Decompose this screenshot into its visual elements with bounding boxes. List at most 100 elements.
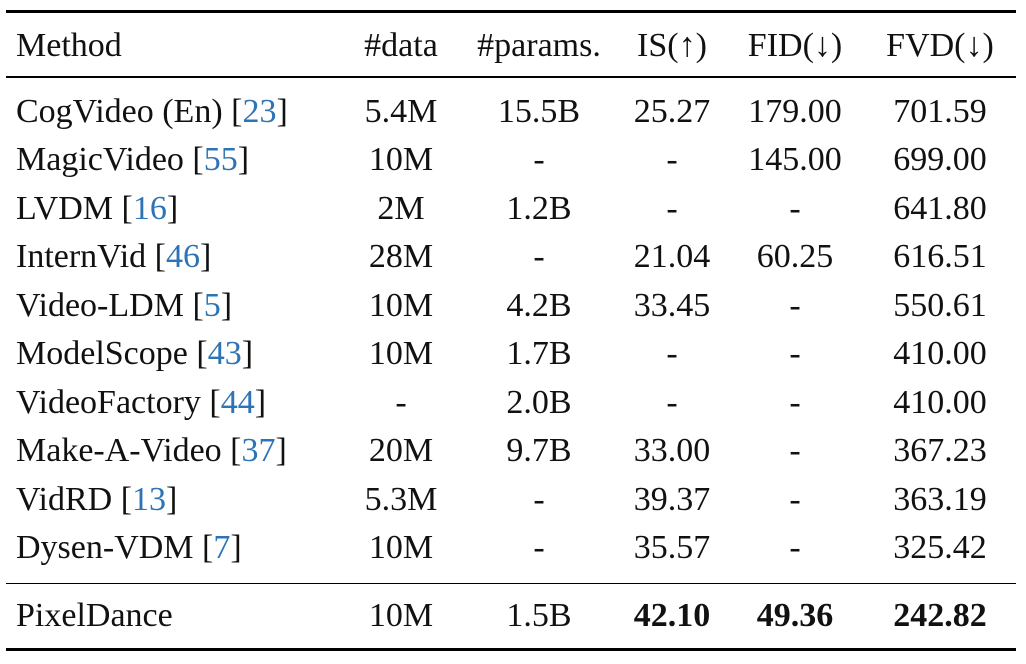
fvd-cell: 699.00: [893, 141, 987, 179]
data-cell: 10M: [368, 141, 434, 179]
fvd-cell: 410.00: [893, 383, 987, 421]
table-row: VideoFactory [44] - 2.0B - - 410.00: [6, 379, 1016, 428]
params-cell: 2.0B: [506, 383, 572, 421]
method-name: LVDM: [16, 189, 113, 227]
citation-link[interactable]: 13: [132, 480, 167, 518]
params-cell: 1.2B: [506, 189, 572, 227]
is-cell: -: [666, 189, 678, 227]
header-rule: [6, 76, 1016, 78]
is-cell: -: [666, 383, 678, 421]
method-cell: LVDM [16]: [16, 189, 179, 227]
fvd-cell: 367.23: [893, 432, 987, 470]
fvd-cell: 641.80: [893, 189, 987, 227]
table-header-row: Method #data #params. IS(↑) FID(↓) FVD(↓…: [6, 13, 1016, 76]
fid-cell-best: 49.36: [756, 597, 834, 634]
data-cell: 10M: [368, 597, 434, 634]
data-cell: 20M: [368, 432, 434, 470]
header-method: Method: [16, 27, 122, 64]
params-cell: -: [533, 238, 545, 276]
params-cell: 1.5B: [506, 597, 572, 634]
params-cell: 1.7B: [506, 335, 572, 373]
data-cell: 2M: [377, 189, 425, 227]
method-name: VidRD: [16, 480, 113, 518]
citation-link[interactable]: 16: [132, 189, 167, 227]
header-data: #data: [364, 27, 438, 64]
method-name: VideoFactory: [16, 383, 201, 421]
params-cell: 4.2B: [506, 286, 572, 324]
table-row: ModelScope [43] 10M 1.7B - - 410.00: [6, 330, 1016, 379]
fvd-cell: 550.61: [893, 286, 987, 324]
midrule: [6, 582, 1016, 584]
is-cell: -: [666, 335, 678, 373]
data-cell: 5.3M: [364, 480, 438, 518]
header-is: IS(↑): [637, 27, 707, 64]
data-cell: 5.4M: [364, 92, 438, 130]
citation-link[interactable]: 55: [203, 141, 238, 179]
fid-cell: 179.00: [748, 92, 842, 130]
is-cell: 39.37: [633, 480, 711, 518]
table-body: CogVideo (En) [23] 5.4M 15.5B 25.27 179.…: [6, 88, 1016, 573]
fid-cell: 60.25: [756, 238, 834, 276]
table-row: LVDM [16] 2M 1.2B - - 641.80: [6, 185, 1016, 234]
params-cell: 15.5B: [497, 92, 581, 130]
fid-cell: -: [789, 432, 801, 470]
method-cell: ModelScope [43]: [16, 335, 254, 373]
fvd-cell: 701.59: [893, 92, 987, 130]
citation-link[interactable]: 5: [203, 286, 221, 324]
table-row: InternVid [46] 28M - 21.04 60.25 616.51: [6, 233, 1016, 282]
table-row: Make-A-Video [37] 20M 9.7B 33.00 - 367.2…: [6, 427, 1016, 476]
pixeldance-row: PixelDance 10M 1.5B 42.10 49.36 242.82: [6, 584, 1016, 648]
header-fid: FID(↓): [747, 27, 843, 64]
fid-cell: -: [789, 189, 801, 227]
method-cell: VideoFactory [44]: [16, 383, 267, 421]
table-row: CogVideo (En) [23] 5.4M 15.5B 25.27 179.…: [6, 88, 1016, 137]
fid-cell: -: [789, 383, 801, 421]
data-cell: 10M: [368, 529, 434, 567]
method-cell: MagicVideo [55]: [16, 141, 250, 179]
is-cell: 33.00: [633, 432, 711, 470]
method-cell: Make-A-Video [37]: [16, 432, 287, 470]
header-params: #params.: [477, 27, 601, 64]
params-cell: -: [533, 529, 545, 567]
method-name: MagicVideo: [16, 141, 184, 179]
table-row: VidRD [13] 5.3M - 39.37 - 363.19: [6, 476, 1016, 525]
data-cell: 28M: [368, 238, 434, 276]
method-cell: CogVideo (En) [23]: [16, 92, 288, 130]
params-cell: -: [533, 480, 545, 518]
data-cell: 10M: [368, 286, 434, 324]
method-name: ModelScope: [16, 335, 188, 373]
params-cell: -: [533, 141, 545, 179]
fvd-cell: 410.00: [893, 335, 987, 373]
method-cell: Video-LDM [5]: [16, 286, 233, 324]
citation-link[interactable]: 43: [207, 335, 242, 373]
is-cell: 25.27: [633, 92, 711, 130]
is-cell-best: 42.10: [633, 597, 711, 634]
citation-link[interactable]: 23: [242, 92, 277, 130]
citation-link[interactable]: 37: [241, 432, 276, 470]
method-name: InternVid: [16, 238, 147, 276]
table-row: Video-LDM [5] 10M 4.2B 33.45 - 550.61: [6, 282, 1016, 331]
method-cell: VidRD [13]: [16, 480, 178, 518]
table-bottom-rule: [6, 648, 1016, 651]
table-top-rule: [6, 10, 1016, 13]
citation-link[interactable]: 44: [220, 383, 255, 421]
is-cell: 35.57: [633, 529, 711, 567]
header-fvd: FVD(↓): [886, 27, 994, 64]
is-cell: 21.04: [633, 238, 711, 276]
fvd-cell: 363.19: [893, 480, 987, 518]
data-cell: -: [395, 383, 407, 421]
method-name: CogVideo (En): [16, 92, 223, 130]
citation-link[interactable]: 7: [213, 529, 231, 567]
data-cell: 10M: [368, 335, 434, 373]
method-name: Video-LDM: [16, 286, 184, 324]
fvd-cell: 325.42: [893, 529, 987, 567]
fid-cell: -: [789, 335, 801, 373]
is-cell: -: [666, 141, 678, 179]
citation-link[interactable]: 46: [165, 238, 200, 276]
fvd-cell-best: 242.82: [893, 597, 987, 634]
table-row: Dysen-VDM [7] 10M - 35.57 - 325.42: [6, 524, 1016, 573]
method-name: Dysen-VDM: [16, 529, 194, 567]
table-row: MagicVideo [55] 10M - - 145.00 699.00: [6, 136, 1016, 185]
is-cell: 33.45: [633, 286, 711, 324]
comparison-table: Method #data #params. IS(↑) FID(↓) FVD(↓…: [6, 10, 1016, 651]
